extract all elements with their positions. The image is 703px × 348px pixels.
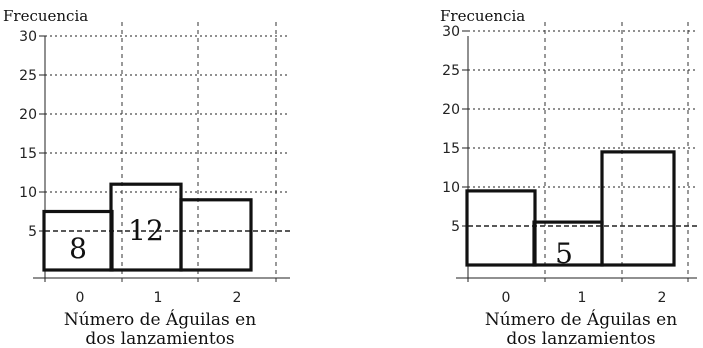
x-tick-label: 0 <box>76 290 85 306</box>
y-tick-label: 10 <box>19 185 37 201</box>
y-axis-label: Frecuencia <box>3 7 88 25</box>
x-axis-label-line1: Número de Águilas en <box>485 309 677 330</box>
y-axis-label: Frecuencia <box>440 7 525 25</box>
y-tick-label: 15 <box>442 141 460 157</box>
bar-2 <box>600 150 676 267</box>
bar-0 <box>465 189 537 267</box>
x-tick-label: 2 <box>658 290 667 306</box>
y-tick-label: 25 <box>19 68 37 84</box>
y-tick-label: 30 <box>19 29 37 45</box>
bar-value-label: 8 <box>69 232 87 265</box>
y-tick-label: 30 <box>442 24 460 40</box>
y-tick-label: 5 <box>451 219 460 235</box>
x-tick-label: 1 <box>578 290 587 306</box>
x-tick-label: 0 <box>502 290 511 306</box>
x-axis-label-line2: dos lanzamientos <box>85 329 234 348</box>
x-tick-label: 1 <box>154 290 163 306</box>
x-axis-label-line2: dos lanzamientos <box>506 329 655 348</box>
y-tick-label: 5 <box>28 224 37 240</box>
bar-value-label: 5 <box>555 237 573 270</box>
x-axis-label-line1: Número de Águilas en <box>64 309 256 330</box>
x-tick-label: 2 <box>233 290 242 306</box>
bar-value-label: 12 <box>128 214 164 247</box>
y-tick-label: 20 <box>19 107 37 123</box>
y-tick-label: 10 <box>442 180 460 196</box>
y-tick-label: 25 <box>442 63 460 79</box>
bar-2 <box>179 198 253 272</box>
y-tick-label: 20 <box>442 102 460 118</box>
y-tick-label: 15 <box>19 146 37 162</box>
